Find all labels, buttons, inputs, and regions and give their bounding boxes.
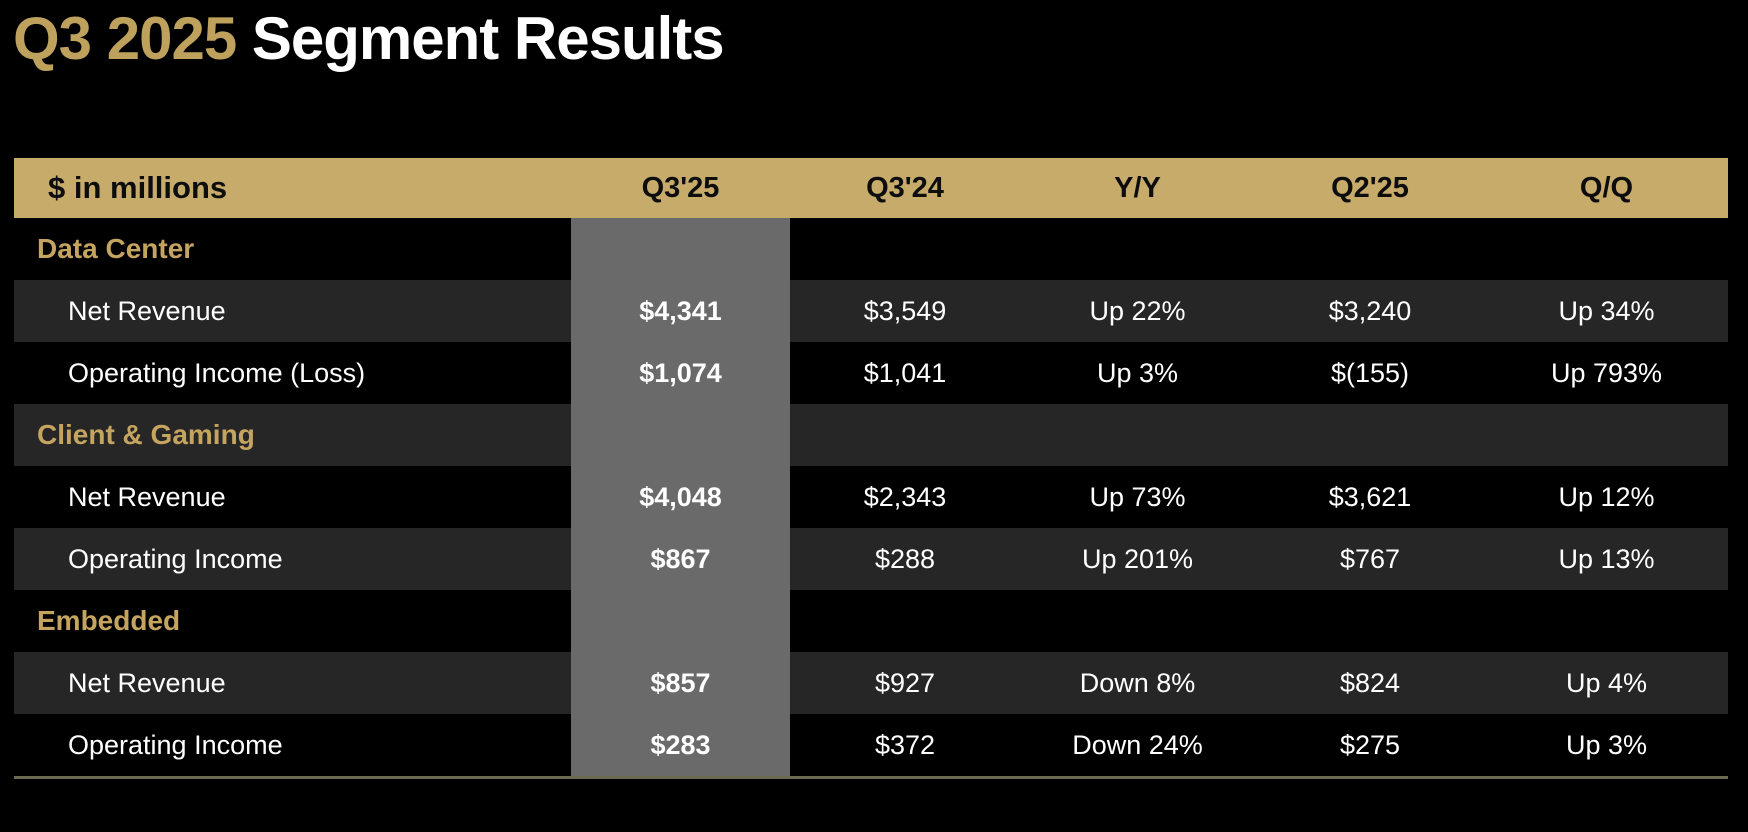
row-label: Operating Income [68,543,283,574]
title-quarter: Q3 2025 [13,5,237,72]
cell-q3-25: $1,074 [571,342,790,404]
cell-q3-25: $283 [571,714,790,776]
table-header-row: $ in millions Q3'25 Q3'24 Y/Y Q2'25 Q/Q [14,158,1728,218]
col-header-qq: Q/Q [1579,171,1634,204]
table-bottom-rule [14,776,1728,779]
table-row: Operating Income (Loss) $1,074 $1,041 Up… [14,342,1728,404]
section-label: Client & Gaming [37,419,255,450]
highlight-column-cell [571,404,790,466]
section-row-client-gaming: Client & Gaming [14,404,1728,466]
cell-q2-25: $(155) [1330,357,1410,388]
section-label: Data Center [37,233,195,264]
cell-q3-25: $4,048 [571,466,790,528]
empty-cell [790,218,1020,280]
section-label: Embedded [37,605,181,636]
row-label: Operating Income (Loss) [68,357,366,388]
cell-q2-25: $824 [1339,667,1401,698]
cell-yy: Up 3% [1096,357,1179,388]
cell-yy: Down 8% [1079,667,1196,698]
highlight-column-cell [571,590,790,652]
empty-cell [1485,218,1728,280]
empty-cell [790,590,1020,652]
col-header-yy: Y/Y [1114,171,1161,204]
empty-cell [1255,218,1485,280]
cell-yy: Up 201% [1081,543,1194,574]
empty-cell [1485,590,1728,652]
unit-label: $ in millions [48,170,228,205]
cell-qq: Up 4% [1565,667,1648,698]
table-row: Operating Income $867 $288 Up 201% $767 … [14,528,1728,590]
col-header-q3-24: Q3'24 [866,171,944,204]
table-row: Net Revenue $857 $927 Down 8% $824 Up 4% [14,652,1728,714]
title-rest: Segment Results [251,5,725,72]
cell-qq: Up 13% [1558,543,1655,574]
cell-q3-25: $4,341 [571,280,790,342]
cell-q3-24: $372 [874,729,936,760]
cell-yy: Up 73% [1089,481,1186,512]
row-label: Net Revenue [68,295,226,326]
section-row-data-center: Data Center [14,218,1728,280]
row-label: Net Revenue [68,667,226,698]
cell-qq: Up 34% [1558,295,1655,326]
empty-cell [1020,590,1255,652]
row-label: Net Revenue [68,481,226,512]
cell-q3-24: $927 [874,667,936,698]
table-row: Operating Income $283 $372 Down 24% $275… [14,714,1728,776]
cell-qq: Up 793% [1550,357,1663,388]
cell-q3-24: $3,549 [863,295,947,326]
cell-qq: Up 12% [1558,481,1655,512]
table-row: Net Revenue $4,341 $3,549 Up 22% $3,240 … [14,280,1728,342]
cell-q3-24: $2,343 [863,481,947,512]
col-header-q3-25: Q3'25 [641,171,720,204]
cell-q2-25: $3,621 [1328,481,1412,512]
col-header-q2-25: Q2'25 [1331,171,1409,204]
segment-results-table: $ in millions Q3'25 Q3'24 Y/Y Q2'25 Q/Q … [14,158,1728,776]
cell-q3-25: $857 [571,652,790,714]
table-row: Net Revenue $4,048 $2,343 Up 73% $3,621 … [14,466,1728,528]
empty-cell [1020,404,1255,466]
empty-cell [1020,218,1255,280]
empty-cell [1485,404,1728,466]
cell-yy: Down 24% [1072,729,1203,760]
cell-q2-25: $275 [1339,729,1401,760]
cell-q3-24: $1,041 [863,357,947,388]
cell-qq: Up 3% [1565,729,1648,760]
empty-cell [1255,404,1485,466]
cell-q2-25: $767 [1339,543,1401,574]
cell-q3-25: $867 [571,528,790,590]
cell-q3-24: $288 [874,543,936,574]
highlight-column-cell [571,218,790,280]
empty-cell [1255,590,1485,652]
section-row-embedded: Embedded [14,590,1728,652]
empty-cell [790,404,1020,466]
cell-q2-25: $3,240 [1328,295,1412,326]
cell-yy: Up 22% [1089,295,1186,326]
page-title: Q3 2025 Segment Results [13,4,725,73]
row-label: Operating Income [68,729,283,760]
